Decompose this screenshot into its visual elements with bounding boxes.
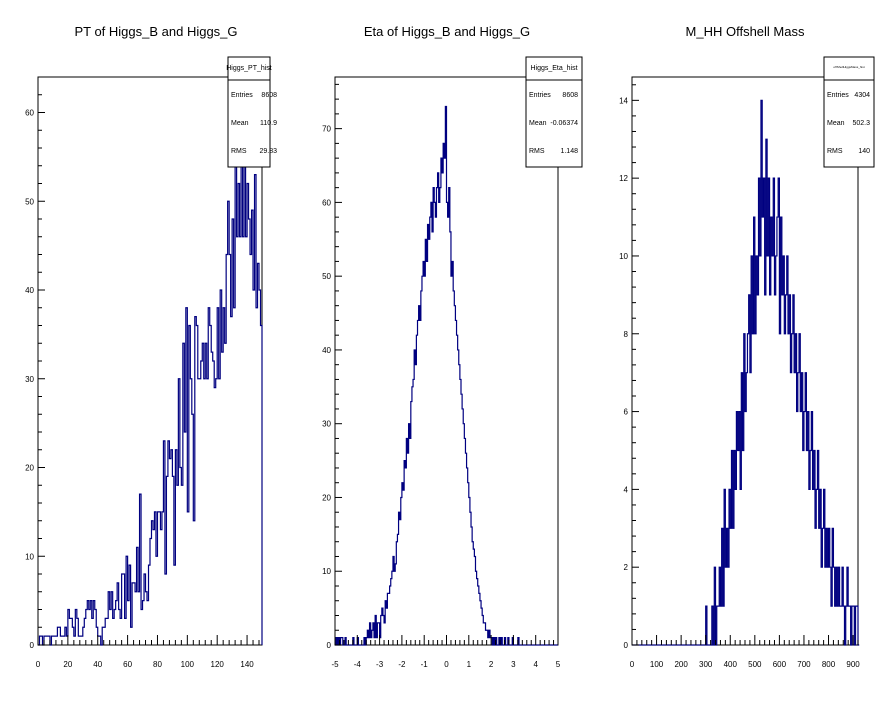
eta-x-tick-label: 4	[533, 660, 538, 669]
pt-x-tick-label: 40	[93, 660, 102, 669]
mass-x-tick-label: 700	[797, 660, 811, 669]
eta-y-tick-label: 20	[322, 493, 331, 502]
pt-stats-mean-label: Mean	[231, 120, 249, 127]
eta-y-tick-label: 30	[322, 420, 331, 429]
pt-stats-rms-value: 29.83	[259, 148, 277, 155]
mass-x-tick-label: 600	[773, 660, 787, 669]
mass-stats-mean-value: 502.3	[852, 120, 870, 127]
eta-stats-rms-value: 1.148	[560, 148, 578, 155]
pt-histogram-series	[38, 129, 263, 646]
eta-y-tick-label: 60	[322, 198, 331, 207]
mass-x-tick-label: 200	[674, 660, 688, 669]
pt-histogram-panel: PT of Higgs_B and Higgs_G 0 20 40 60 80 100 12…	[25, 24, 277, 669]
pt-x-tick-label: 60	[123, 660, 132, 669]
mass-y-tick-label: 2	[624, 563, 629, 572]
mass-x-tick-label: 800	[822, 660, 836, 669]
eta-y-tick-label: 50	[322, 272, 331, 281]
eta-stats-mean-label: Mean	[529, 120, 547, 127]
eta-x-tick-label: -4	[354, 660, 362, 669]
pt-stats-entries-value: 8608	[261, 92, 277, 99]
eta-x-tick-label: 3	[511, 660, 516, 669]
eta-y-tick-label: 70	[322, 125, 331, 134]
pt-y-tick-label: 0	[30, 641, 35, 650]
pt-x-tick-label: 140	[240, 660, 254, 669]
eta-stats-mean-value: -0.06374	[550, 120, 578, 127]
pt-chart-title: PT of Higgs_B and Higgs_G	[74, 24, 237, 39]
eta-chart-title: Eta of Higgs_B and Higgs_G	[364, 24, 530, 39]
mass-y-tick-label: 12	[619, 174, 628, 183]
pt-y-tick-label: 20	[25, 464, 34, 473]
pt-x-tick-label: 80	[153, 660, 162, 669]
eta-stats-box: Higgs_Eta_hist Entries 8608 Mean -0.0637…	[525, 56, 583, 168]
eta-stats-name: Higgs_Eta_hist	[530, 65, 577, 72]
mass-y-tick-label: 8	[624, 330, 629, 339]
mass-y-tick-label: 0	[624, 641, 629, 650]
eta-x-tick-label: 0	[444, 660, 449, 669]
mass-x-tick-label: 100	[650, 660, 664, 669]
mass-x-tick-label: 0	[630, 660, 635, 669]
mass-y-tick-label: 4	[624, 485, 629, 494]
mass-stats-name: offShellHiggsMass_hist	[833, 65, 864, 69]
mass-x-tick-label: 400	[724, 660, 738, 669]
mass-chart-title: M_HH Offshell Mass	[686, 24, 805, 39]
mass-stats-mean-label: Mean	[827, 120, 845, 127]
eta-y-tick-label: 40	[322, 346, 331, 355]
pt-y-tick-label: 40	[25, 286, 34, 295]
mass-x-tick-label: 900	[846, 660, 860, 669]
eta-x-tick-label: -2	[398, 660, 406, 669]
pt-y-tick-label: 30	[25, 375, 34, 384]
eta-stats-entries-value: 8608	[562, 92, 578, 99]
mass-x-tick-label: 300	[699, 660, 713, 669]
eta-x-tick-label: -1	[421, 660, 429, 669]
mass-x-tick-label: 500	[748, 660, 762, 669]
eta-y-tick-label: 0	[327, 641, 332, 650]
eta-x-tick-label: -5	[331, 660, 339, 669]
pt-x-tick-label: 120	[211, 660, 225, 669]
mass-stats-entries-label: Entries	[827, 92, 849, 99]
pt-stats-mean-value: 110.9	[260, 120, 277, 127]
mass-y-tick-label: 10	[619, 252, 628, 261]
eta-histogram-panel: Eta of Higgs_B and Higgs_G -5 -4 -3 -2 -1 0 1 2…	[322, 24, 583, 669]
pt-y-tick-label: 10	[25, 552, 34, 561]
eta-x-tick-label: 1	[467, 660, 472, 669]
eta-x-tick-label: 2	[489, 660, 494, 669]
eta-histogram-series	[335, 105, 558, 646]
pt-stats-name: Higgs_PT_hist	[226, 65, 272, 72]
pt-x-tick-label: 20	[63, 660, 72, 669]
mass-histogram-panel: M_HH Offshell Mass 0 100 200 300 400 500 600 70…	[619, 24, 875, 669]
mass-y-tick-label: 6	[624, 408, 629, 417]
pt-y-tick-label: 50	[25, 197, 34, 206]
mass-stats-entries-value: 4304	[854, 92, 870, 99]
pt-stats-rms-label: RMS	[231, 148, 247, 155]
mass-y-tick-label: 14	[619, 96, 628, 105]
mass-stats-rms-value: 140	[858, 148, 870, 155]
eta-x-tick-label: 5	[556, 660, 561, 669]
eta-x-tick-label: -3	[376, 660, 384, 669]
pt-x-tick-label: 0	[36, 660, 41, 669]
eta-stats-rms-label: RMS	[529, 148, 545, 155]
pt-stats-entries-label: Entries	[231, 92, 253, 99]
pt-x-tick-label: 100	[181, 660, 195, 669]
eta-stats-entries-label: Entries	[529, 92, 551, 99]
eta-y-tick-label: 10	[322, 567, 331, 576]
mass-stats-box: offShellHiggsMass_hist Entries 4304 Mean…	[823, 56, 875, 168]
mass-histogram-series	[632, 99, 860, 646]
pt-stats-box: Higgs_PT_hist Entries 8608 Mean 110.9 RM…	[226, 56, 277, 168]
mass-stats-rms-label: RMS	[827, 148, 843, 155]
pt-y-tick-label: 60	[25, 109, 34, 118]
